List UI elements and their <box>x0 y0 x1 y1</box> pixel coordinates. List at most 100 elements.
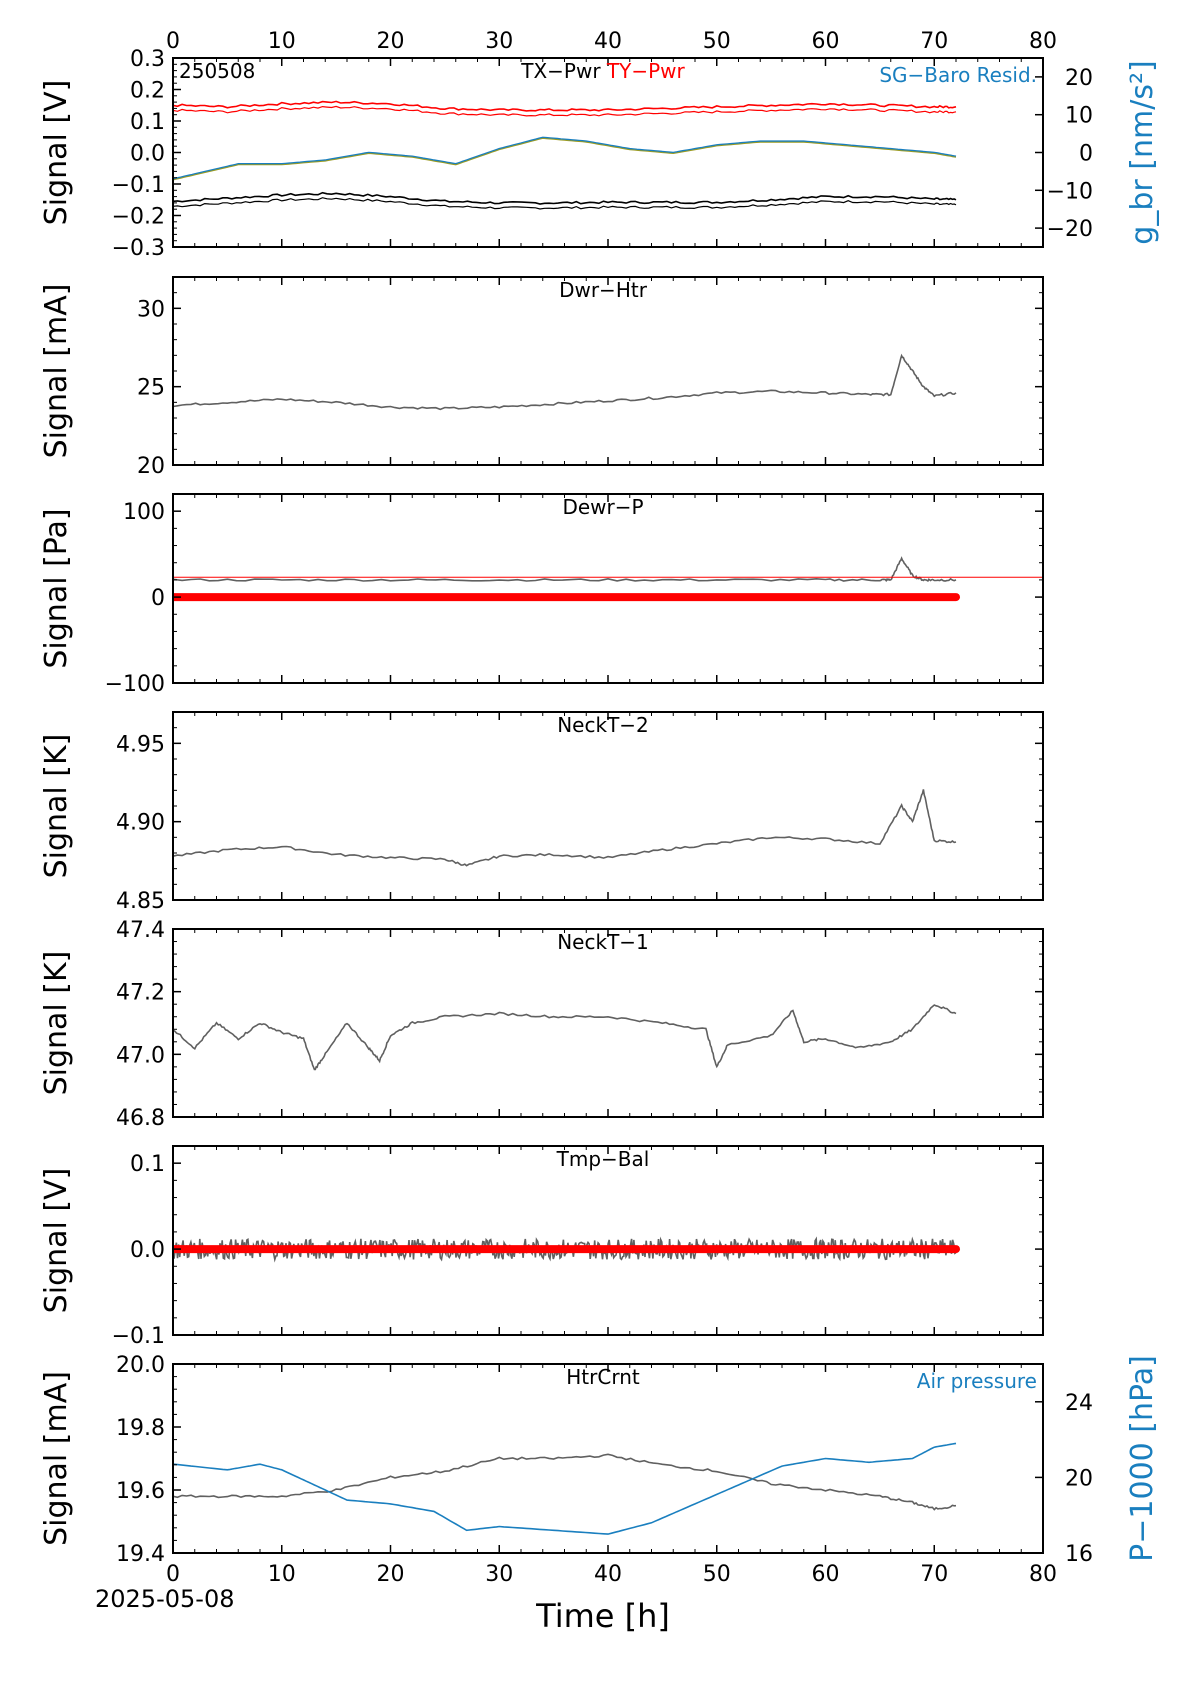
panel-title: NeckT−2 <box>557 713 649 737</box>
panel-title: Dewr−P <box>562 495 643 519</box>
x-tick-label: 30 <box>485 1562 513 1587</box>
x-tick-label: 30 <box>485 29 513 54</box>
y-axis-label: Signal [K] <box>39 951 74 1096</box>
panel-title: Tmp−Bal <box>556 1147 650 1171</box>
series-line-2 <box>173 136 957 180</box>
y-right-tick-label: 16 <box>1065 1542 1093 1567</box>
panel-neckt-1: 46.8 47.0 47.2 47.4 Signal [K] NeckT−1 <box>39 918 1044 1131</box>
y-tick-label: 0.1 <box>130 1152 165 1177</box>
panel-htrcrnt: 0 10 20 30 40 50 60 70 80 19.4 19.6 19.8 20.0 16 20 24 P… <box>39 1353 1160 1587</box>
y-tick-label: −0.2 <box>112 205 165 230</box>
x-tick-label: 80 <box>1029 1562 1057 1587</box>
panel-right-title: Air pressure <box>917 1369 1037 1393</box>
x-axis-label: Time [h] <box>535 1597 670 1635</box>
y-tick-label: 0.2 <box>130 79 165 104</box>
series-line-1 <box>173 1442 957 1535</box>
panel-tmp-bal: −0.1 0.0 0.1 Signal [V] Tmp−Bal <box>39 1145 1044 1349</box>
y-tick-label: 0 <box>151 586 165 611</box>
y-tick-label: 46.8 <box>116 1106 165 1131</box>
series-line-band <box>173 197 957 210</box>
panel-title: HtrCrnt <box>566 1365 640 1389</box>
y-tick-label: 20.0 <box>116 1353 165 1378</box>
y-axis-label: Signal [V] <box>39 1168 74 1314</box>
x-tick-label: 40 <box>594 1562 622 1587</box>
series-line-0 <box>173 789 957 867</box>
y-axis-label: Signal [K] <box>39 734 74 879</box>
y-right-axis-label: P−1000 [hPa] <box>1125 1355 1160 1562</box>
x-tick-label: 50 <box>703 1562 731 1587</box>
series-line-band <box>173 105 957 117</box>
y-tick-label: −100 <box>105 672 165 697</box>
x-tick-label: 70 <box>920 29 948 54</box>
x-tick-label: 10 <box>268 1562 296 1587</box>
y-right-tick-label: 24 <box>1065 1391 1093 1416</box>
series-line-overlay <box>173 137 957 181</box>
series-line-0 <box>173 353 957 411</box>
y-tick-label: 0.1 <box>130 110 165 135</box>
y-right-axis-label: g_br [nm/s²] <box>1125 60 1160 244</box>
y-axis-label: Signal [V] <box>39 80 74 226</box>
title-part-tx: TX−Pwr <box>520 59 607 83</box>
series-line-0 <box>173 1453 957 1511</box>
x-tick-label: 10 <box>268 29 296 54</box>
y-tick-label: 0.3 <box>130 47 165 72</box>
y-tick-label: 47.4 <box>116 918 165 943</box>
panel-title: NeckT−1 <box>557 930 649 954</box>
plot-area <box>173 1442 957 1535</box>
panel-id-label: 250508 <box>179 59 255 83</box>
plot-area <box>173 1004 957 1071</box>
x-tick-label: 60 <box>812 29 840 54</box>
y-axis-label: Signal [Pa] <box>39 508 74 668</box>
plot-area <box>173 789 957 867</box>
y-right-tick-label: 20 <box>1065 1466 1093 1491</box>
y-tick-label: 20 <box>137 454 165 479</box>
y-tick-label: 4.85 <box>116 889 165 914</box>
series-line-0 <box>173 191 957 205</box>
y-right-tick-label: −10 <box>1047 179 1093 204</box>
series-line-0 <box>173 1004 957 1071</box>
x-tick-label: 40 <box>594 29 622 54</box>
x-tick-label: 20 <box>377 29 405 54</box>
panel-title: TX−Pwr TY−Pwr <box>520 59 685 83</box>
x-tick-label: 20 <box>377 1562 405 1587</box>
panel-dwr-htr: 20 25 30 Signal [mA] Dwr−Htr <box>39 276 1044 479</box>
y-tick-label: 19.6 <box>116 1479 165 1504</box>
series-line-0 <box>173 556 957 583</box>
y-axis-label: Signal [mA] <box>39 1371 74 1546</box>
y-tick-label: 19.4 <box>116 1542 165 1567</box>
plot-area <box>173 1236 960 1263</box>
y-tick-label: −0.1 <box>112 173 165 198</box>
y-axis-label: Signal [mA] <box>39 284 74 459</box>
plot-area <box>173 353 957 411</box>
x-tick-label: 0 <box>166 29 180 54</box>
y-tick-label: 47.0 <box>116 1043 165 1068</box>
y-tick-label: 100 <box>123 500 165 525</box>
y-tick-label: 0.0 <box>130 1238 165 1263</box>
y-tick-label: 30 <box>137 297 165 322</box>
date-label: 2025-05-08 <box>95 1585 234 1613</box>
x-tick-label: 50 <box>703 29 731 54</box>
x-tick-label: 0 <box>166 1562 180 1587</box>
y-tick-label: 25 <box>137 376 165 401</box>
plot-frame <box>172 711 1044 901</box>
y-right-tick-label: 0 <box>1079 142 1093 167</box>
y-tick-label: 47.2 <box>116 981 165 1006</box>
x-tick-label: 80 <box>1029 29 1057 54</box>
plot-area <box>173 556 1043 602</box>
panel-neckt-2: 4.85 4.90 4.95 Signal [K] NeckT−2 <box>39 711 1044 914</box>
plot-frame <box>172 928 1044 1118</box>
series-line-1 <box>173 100 957 112</box>
y-tick-label: 4.95 <box>116 732 165 757</box>
panel-right-title: SG−Baro Resid. <box>879 63 1037 87</box>
title-part-ty: TY−Pwr <box>606 59 686 83</box>
x-tick-label: 60 <box>812 1562 840 1587</box>
y-tick-label: −0.3 <box>112 236 165 261</box>
panel-dewr-p: −100 0 100 Signal [Pa] Dewr−P <box>39 493 1044 697</box>
panel-title: Dwr−Htr <box>559 278 648 302</box>
y-tick-label: 4.90 <box>116 811 165 836</box>
y-tick-label: 0.0 <box>130 142 165 167</box>
plot-frame <box>172 493 1044 684</box>
y-right-tick-label: 10 <box>1065 104 1093 129</box>
plot-area <box>173 100 957 210</box>
